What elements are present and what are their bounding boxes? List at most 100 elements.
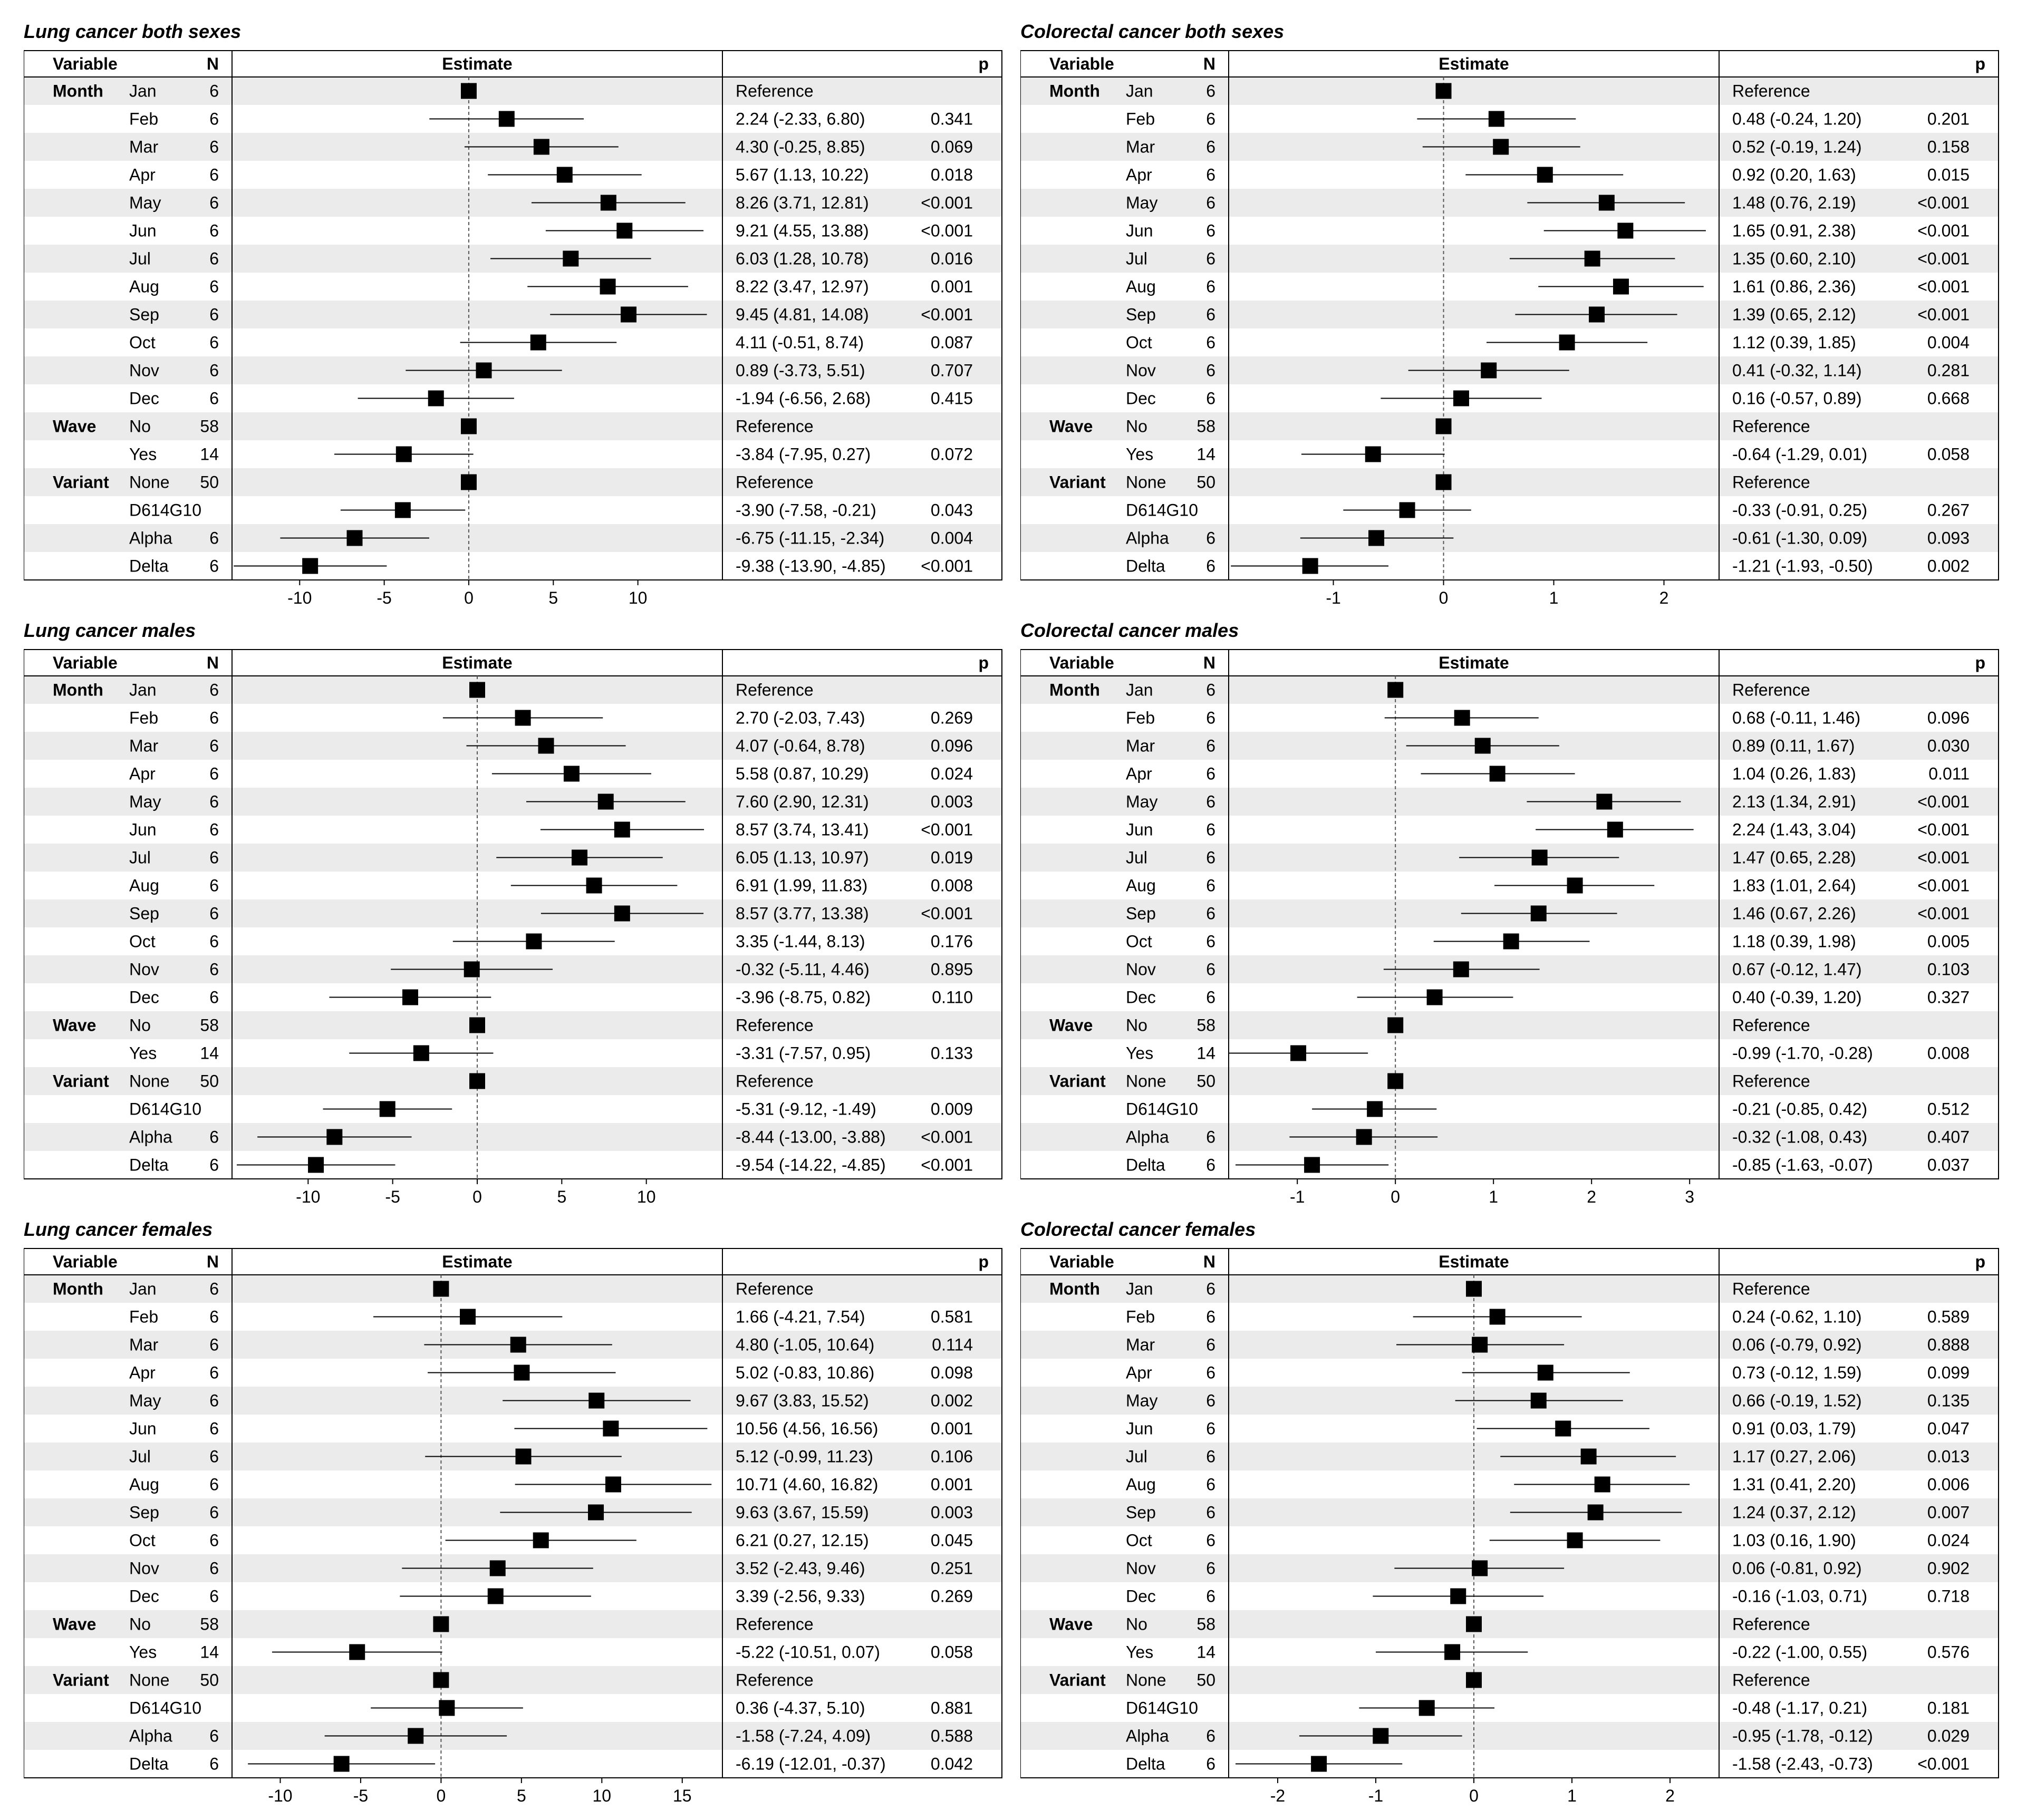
row-n-value: 6 — [209, 820, 219, 839]
header-p: p — [1975, 653, 1985, 672]
row-n-value: 6 — [1206, 1419, 1215, 1438]
row-n-value: 14 — [1196, 1643, 1215, 1662]
row-ci-text: 5.12 (-0.99, 11.23) — [736, 1447, 873, 1466]
estimate-marker — [1304, 1157, 1320, 1173]
row-ci-text: 7.60 (2.90, 12.31) — [736, 792, 869, 811]
row-variable-label: D614G10 — [129, 501, 201, 520]
chart-title: Lung cancer males — [24, 619, 196, 641]
estimate-marker — [1311, 1756, 1327, 1772]
row-ci-text: 1.35 (0.60, 2.10) — [1732, 249, 1856, 268]
row-ci-text: 1.04 (0.26, 1.83) — [1732, 764, 1856, 783]
estimate-marker — [476, 362, 492, 379]
row-variable-label: None — [129, 1072, 170, 1091]
header-variable: Variable — [53, 54, 118, 73]
row-ci-text: 5.58 (0.87, 10.29) — [736, 764, 869, 783]
row-ci-text: Reference — [1732, 681, 1810, 700]
row-p-value: 0.415 — [931, 389, 973, 408]
row-shade — [1020, 788, 1999, 816]
row-n-value: 6 — [209, 138, 219, 157]
row-p-value: 0.135 — [1927, 1391, 1970, 1410]
row-n-value: 6 — [209, 1363, 219, 1382]
row-n-value: 6 — [1206, 848, 1215, 867]
header-n: N — [1203, 1252, 1215, 1271]
row-n-value: 50 — [200, 1072, 219, 1091]
row-p-value: 0.718 — [1927, 1587, 1970, 1606]
row-p-value: 0.096 — [931, 737, 973, 756]
header-n: N — [207, 653, 219, 672]
row-variable-label: Yes — [1126, 445, 1153, 464]
estimate-marker — [1454, 710, 1470, 726]
row-p-value: 0.019 — [931, 848, 973, 867]
row-ci-text: 0.48 (-0.24, 1.20) — [1732, 110, 1861, 129]
row-ci-text: 4.11 (-0.51, 8.74) — [736, 333, 864, 352]
estimate-marker — [1418, 1700, 1435, 1716]
row-n-value: 6 — [1206, 764, 1215, 783]
row-p-value: 0.069 — [931, 138, 973, 157]
row-n-value: 6 — [209, 1308, 219, 1327]
row-group-label: Month — [53, 681, 103, 700]
estimate-marker — [1503, 933, 1519, 950]
row-ci-text: 0.89 (-3.73, 5.51) — [736, 361, 865, 380]
row-p-value: 0.002 — [931, 1391, 973, 1410]
row-variable-label: Mar — [129, 1335, 158, 1354]
row-ci-text: Reference — [1732, 473, 1810, 492]
row-variable-label: Dec — [129, 1587, 159, 1606]
row-ci-text: 0.89 (0.11, 1.67) — [1732, 737, 1855, 756]
row-p-value: 0.581 — [931, 1308, 973, 1327]
x-tick-label: -1 — [1368, 1786, 1383, 1805]
row-p-value: 0.004 — [1927, 333, 1970, 352]
row-variable-label: Jan — [1126, 681, 1153, 700]
header-n: N — [1203, 653, 1215, 672]
row-ci-text: -3.31 (-7.57, 0.95) — [736, 1044, 871, 1063]
estimate-marker — [1453, 390, 1469, 406]
row-ci-text: 1.03 (0.16, 1.90) — [1732, 1531, 1856, 1550]
row-n-value: 6 — [209, 764, 219, 783]
row-n-value: 6 — [1206, 529, 1215, 548]
row-p-value: 0.110 — [932, 988, 973, 1007]
estimate-marker — [1537, 1364, 1553, 1381]
row-n-value: 6 — [1206, 277, 1215, 296]
row-p-value: 0.099 — [1927, 1363, 1970, 1382]
row-n-value: 6 — [1206, 221, 1215, 240]
estimate-marker — [326, 1129, 343, 1145]
row-p-value: 0.281 — [1927, 361, 1970, 380]
estimate-marker — [489, 1560, 506, 1576]
row-variable-label: Dec — [129, 389, 159, 408]
estimate-marker — [588, 1392, 605, 1409]
estimate-marker — [1435, 418, 1452, 434]
x-tick-label: 0 — [464, 588, 474, 607]
row-shade — [24, 1275, 1002, 1303]
x-tick-label: 10 — [629, 588, 648, 607]
row-n-value: 6 — [1206, 904, 1215, 923]
row-shade — [24, 301, 1002, 328]
row-n-value: 6 — [209, 988, 219, 1007]
row-n-value: 6 — [1206, 557, 1215, 576]
row-group-label: Variant — [53, 1072, 109, 1091]
row-ci-text: -6.19 (-12.01, -0.37) — [736, 1755, 886, 1774]
estimate-marker — [600, 195, 616, 211]
x-tick-label: -10 — [287, 588, 312, 607]
row-n-value: 58 — [1196, 417, 1215, 436]
row-p-value: <0.001 — [1917, 305, 1970, 324]
row-variable-label: May — [1126, 792, 1157, 811]
row-n-value: 6 — [209, 82, 219, 101]
row-ci-text: -0.61 (-1.30, 0.09) — [1732, 529, 1867, 548]
row-ci-text: 1.65 (0.91, 2.38) — [1732, 221, 1856, 240]
row-shade — [24, 1011, 1002, 1039]
row-variable-label: Alpha — [1126, 1727, 1169, 1746]
estimate-marker — [1489, 1309, 1505, 1325]
row-n-value: 50 — [200, 1671, 219, 1690]
row-p-value: 0.058 — [931, 1643, 973, 1662]
row-variable-label: Sep — [129, 305, 159, 324]
row-variable-label: Nov — [1126, 1559, 1156, 1578]
row-ci-text: 5.02 (-0.83, 10.86) — [736, 1363, 874, 1382]
row-n-value: 6 — [209, 709, 219, 728]
row-n-value: 6 — [209, 249, 219, 268]
row-variable-label: Apr — [129, 166, 156, 185]
row-n-value: 6 — [209, 681, 219, 700]
row-ci-text: -0.33 (-0.91, 0.25) — [1732, 501, 1867, 520]
row-shade — [24, 1610, 1002, 1638]
estimate-marker — [379, 1101, 395, 1117]
estimate-marker — [572, 849, 588, 866]
row-shade — [1020, 1011, 1999, 1039]
